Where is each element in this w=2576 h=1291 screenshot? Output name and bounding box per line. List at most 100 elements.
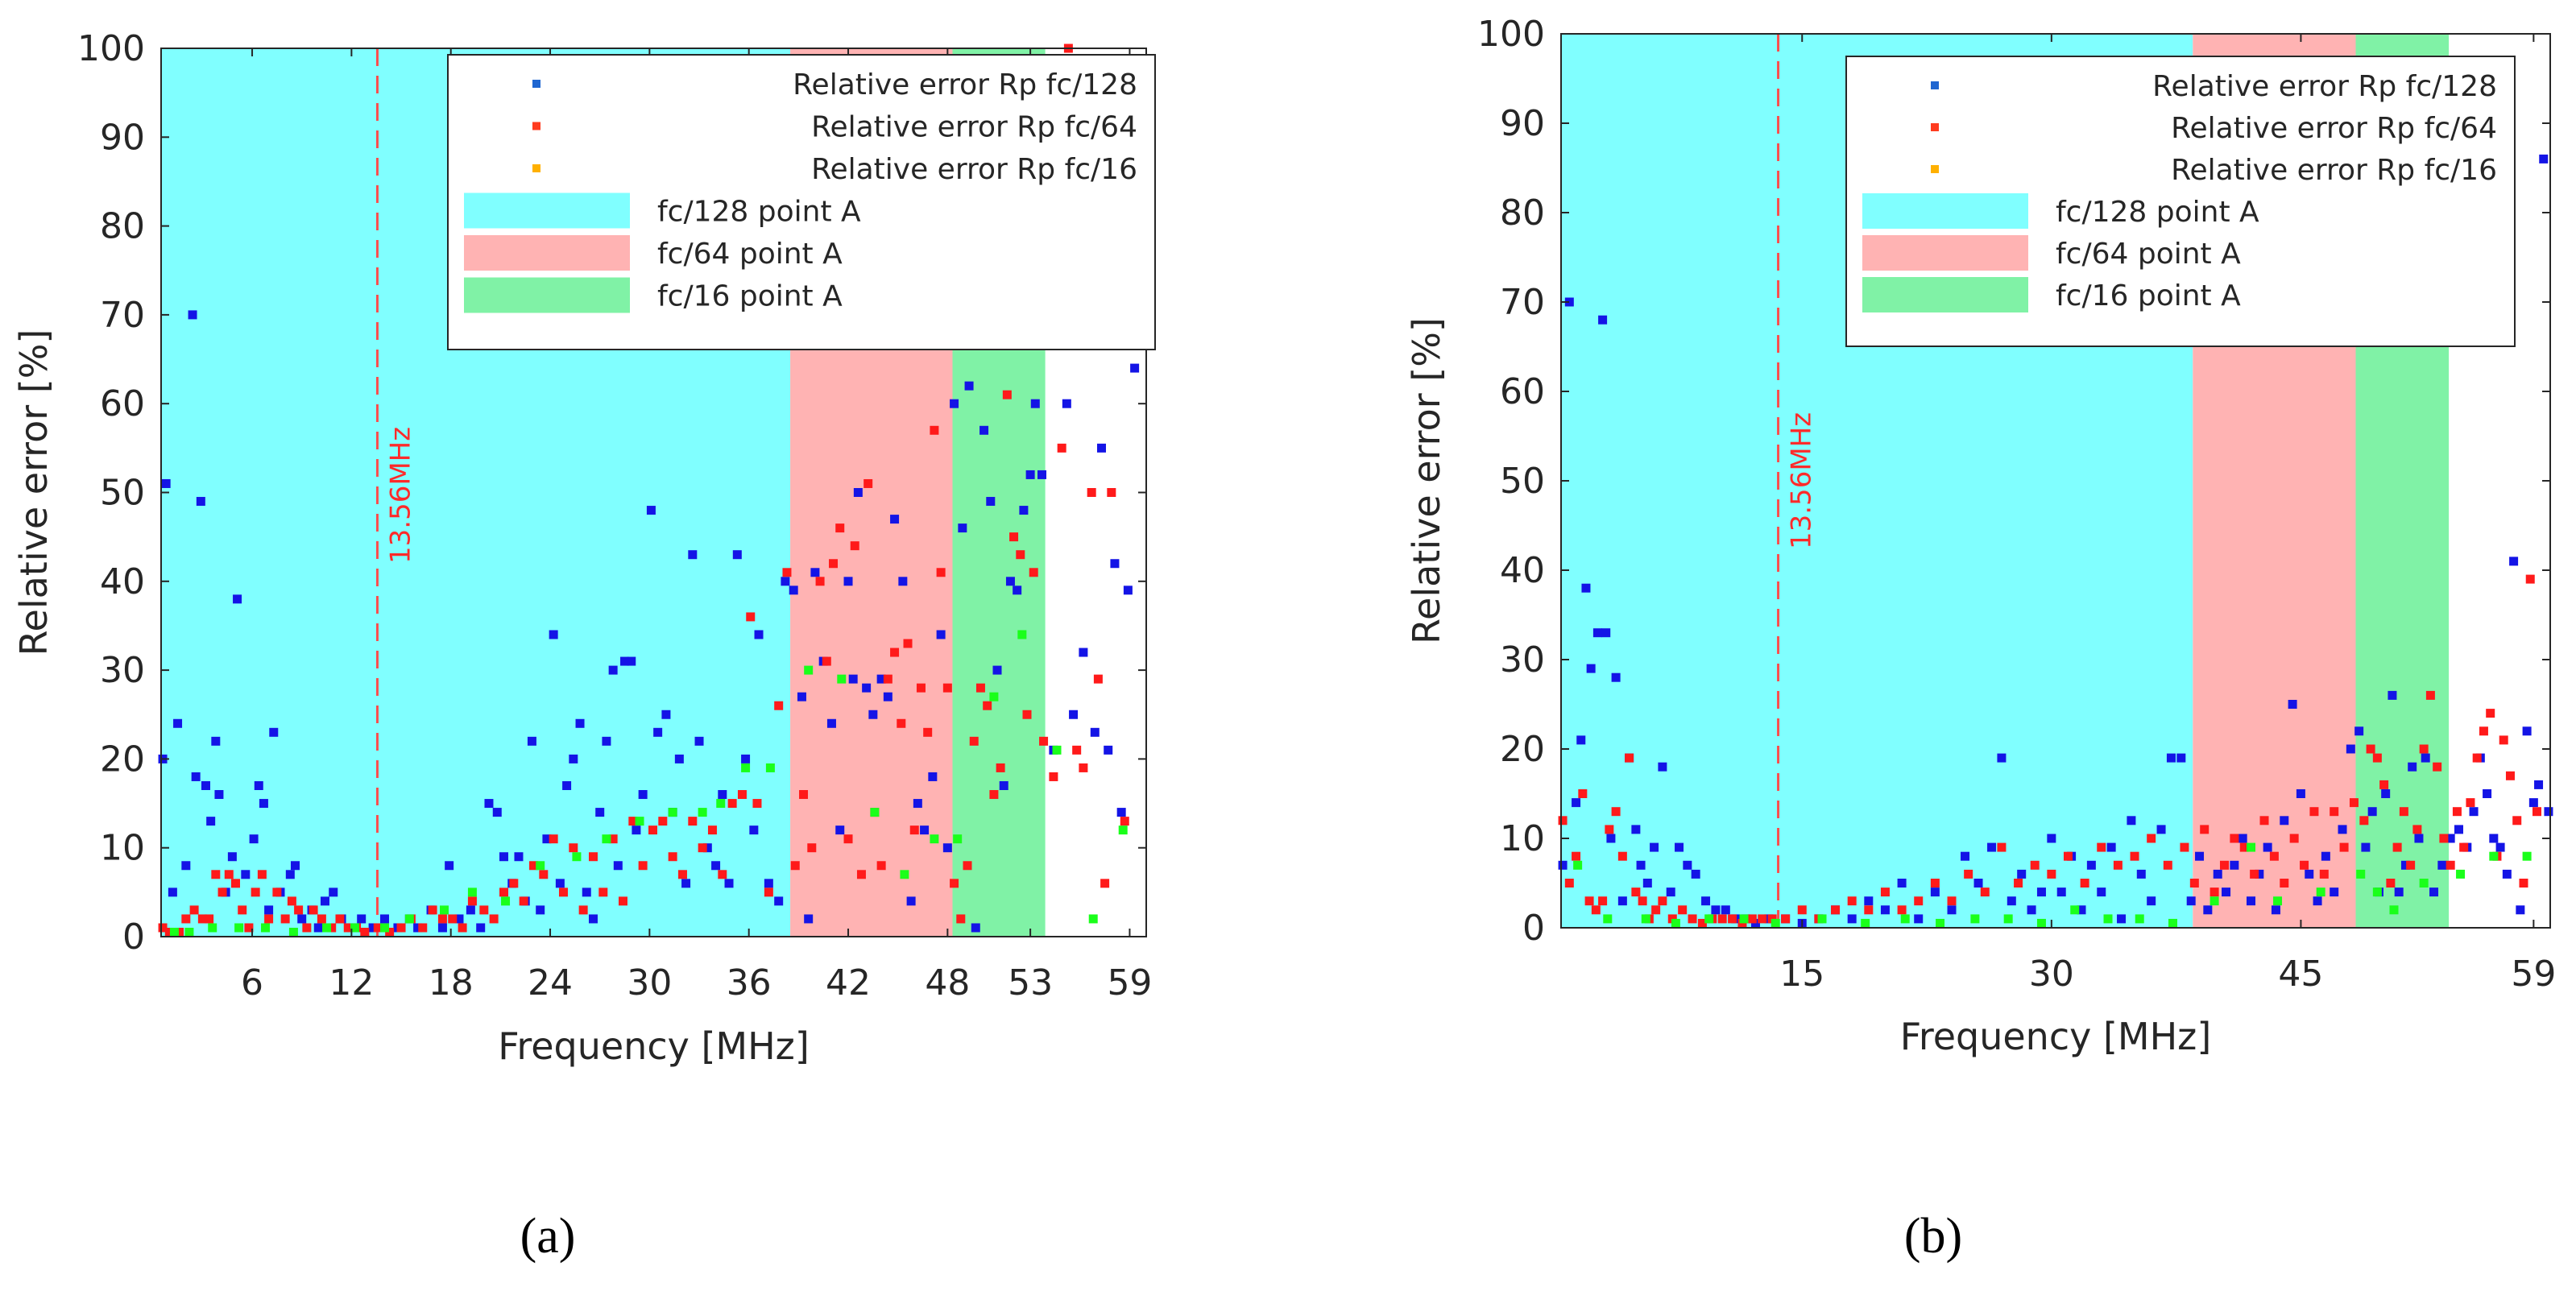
data-point bbox=[810, 568, 820, 577]
legend-label: Relative error Rp fc/16 bbox=[811, 153, 1137, 186]
data-point bbox=[254, 780, 263, 790]
y-tick-label: 70 bbox=[1500, 282, 1545, 323]
data-point bbox=[1797, 905, 1807, 915]
data-point bbox=[2263, 842, 2272, 852]
x-tick-label: 48 bbox=[925, 962, 970, 1003]
y-tick-label: 0 bbox=[122, 917, 145, 958]
data-point bbox=[883, 692, 892, 701]
data-point bbox=[1617, 851, 1627, 861]
data-point bbox=[2419, 879, 2429, 888]
data-point bbox=[536, 905, 545, 915]
data-point bbox=[302, 923, 312, 933]
panel-label: (a) bbox=[520, 1209, 576, 1264]
data-point bbox=[999, 780, 1008, 790]
data-point bbox=[2080, 879, 2089, 888]
data-point bbox=[2388, 690, 2397, 700]
data-point bbox=[711, 861, 721, 871]
data-point bbox=[466, 905, 475, 915]
data-point bbox=[1573, 860, 1583, 870]
data-point bbox=[1057, 443, 1066, 453]
x-tick-label: 30 bbox=[2029, 954, 2074, 995]
data-point bbox=[956, 914, 966, 924]
data-point bbox=[169, 927, 179, 937]
x-axis-label: Frequency [MHz] bbox=[1900, 1015, 2212, 1058]
data-point bbox=[357, 914, 367, 924]
data-point bbox=[1897, 905, 1907, 915]
data-point bbox=[320, 896, 329, 906]
data-point bbox=[2439, 834, 2449, 843]
data-point bbox=[958, 523, 967, 533]
vline-label: 13.56MHz bbox=[1786, 412, 1818, 549]
data-point bbox=[1973, 879, 1983, 888]
data-point bbox=[1781, 914, 1791, 924]
legend-label: Relative error Rp fc/128 bbox=[793, 68, 1137, 101]
data-point bbox=[1572, 798, 1581, 808]
data-point bbox=[804, 665, 814, 675]
data-point bbox=[2230, 834, 2239, 843]
data-point bbox=[1704, 914, 1714, 924]
data-point bbox=[799, 790, 809, 800]
data-point bbox=[903, 639, 913, 648]
data-point bbox=[164, 927, 174, 937]
data-point bbox=[2200, 825, 2209, 834]
data-point bbox=[1650, 842, 1659, 852]
data-point bbox=[1930, 888, 1940, 897]
data-point bbox=[2367, 807, 2377, 817]
data-point bbox=[2269, 851, 2279, 861]
data-point bbox=[1605, 825, 1614, 834]
data-point bbox=[241, 870, 251, 879]
data-point bbox=[1584, 896, 1594, 906]
data-point bbox=[539, 870, 549, 879]
data-point bbox=[1100, 879, 1110, 888]
data-point bbox=[173, 718, 183, 728]
data-point bbox=[294, 905, 304, 915]
data-point bbox=[936, 630, 946, 639]
data-point bbox=[2288, 700, 2297, 709]
data-point bbox=[2014, 879, 2023, 888]
data-point bbox=[668, 852, 677, 862]
data-point bbox=[1005, 577, 1015, 586]
data-point bbox=[1123, 586, 1133, 595]
legend-label: Relative error Rp fc/64 bbox=[811, 111, 1137, 144]
data-point bbox=[681, 879, 691, 888]
data-point bbox=[404, 914, 414, 924]
data-point bbox=[528, 861, 538, 871]
data-point bbox=[1017, 630, 1027, 639]
data-point bbox=[897, 718, 906, 728]
data-point bbox=[2056, 888, 2066, 897]
data-point bbox=[1964, 869, 1973, 879]
data-point bbox=[628, 817, 638, 826]
data-point bbox=[638, 861, 648, 871]
data-point bbox=[2354, 726, 2364, 736]
data-point bbox=[2180, 842, 2189, 852]
data-point bbox=[313, 923, 323, 933]
y-tick-label: 70 bbox=[100, 295, 145, 336]
data-point bbox=[602, 736, 611, 746]
data-point bbox=[913, 799, 922, 809]
data-point bbox=[1130, 363, 1140, 373]
data-point bbox=[558, 888, 568, 897]
data-point bbox=[309, 905, 318, 915]
data-point bbox=[870, 808, 880, 817]
data-point bbox=[2036, 888, 2046, 897]
data-point bbox=[1087, 488, 1096, 497]
data-point bbox=[848, 674, 858, 684]
data-point bbox=[1691, 869, 1700, 879]
data-point bbox=[698, 843, 707, 853]
data-point bbox=[1603, 914, 1613, 924]
data-point bbox=[2412, 825, 2422, 834]
data-point bbox=[2489, 851, 2499, 861]
data-point bbox=[635, 817, 644, 826]
series-fc64 bbox=[1558, 574, 2541, 928]
data-point bbox=[476, 923, 486, 933]
x-tick-label: 24 bbox=[528, 962, 573, 1003]
data-point bbox=[2466, 798, 2475, 808]
legend-marker bbox=[1931, 165, 1939, 173]
chart-panel-a: 13.56MHz 0 10 20 30 40 50 60 70 80 90 100 6 12 18 24 30 3… bbox=[12, 28, 1156, 1264]
data-point bbox=[829, 559, 839, 569]
data-point bbox=[569, 843, 578, 853]
data-point bbox=[2400, 860, 2410, 870]
data-point bbox=[782, 568, 792, 577]
y-tick-label: 80 bbox=[100, 206, 145, 247]
data-point bbox=[953, 834, 963, 844]
